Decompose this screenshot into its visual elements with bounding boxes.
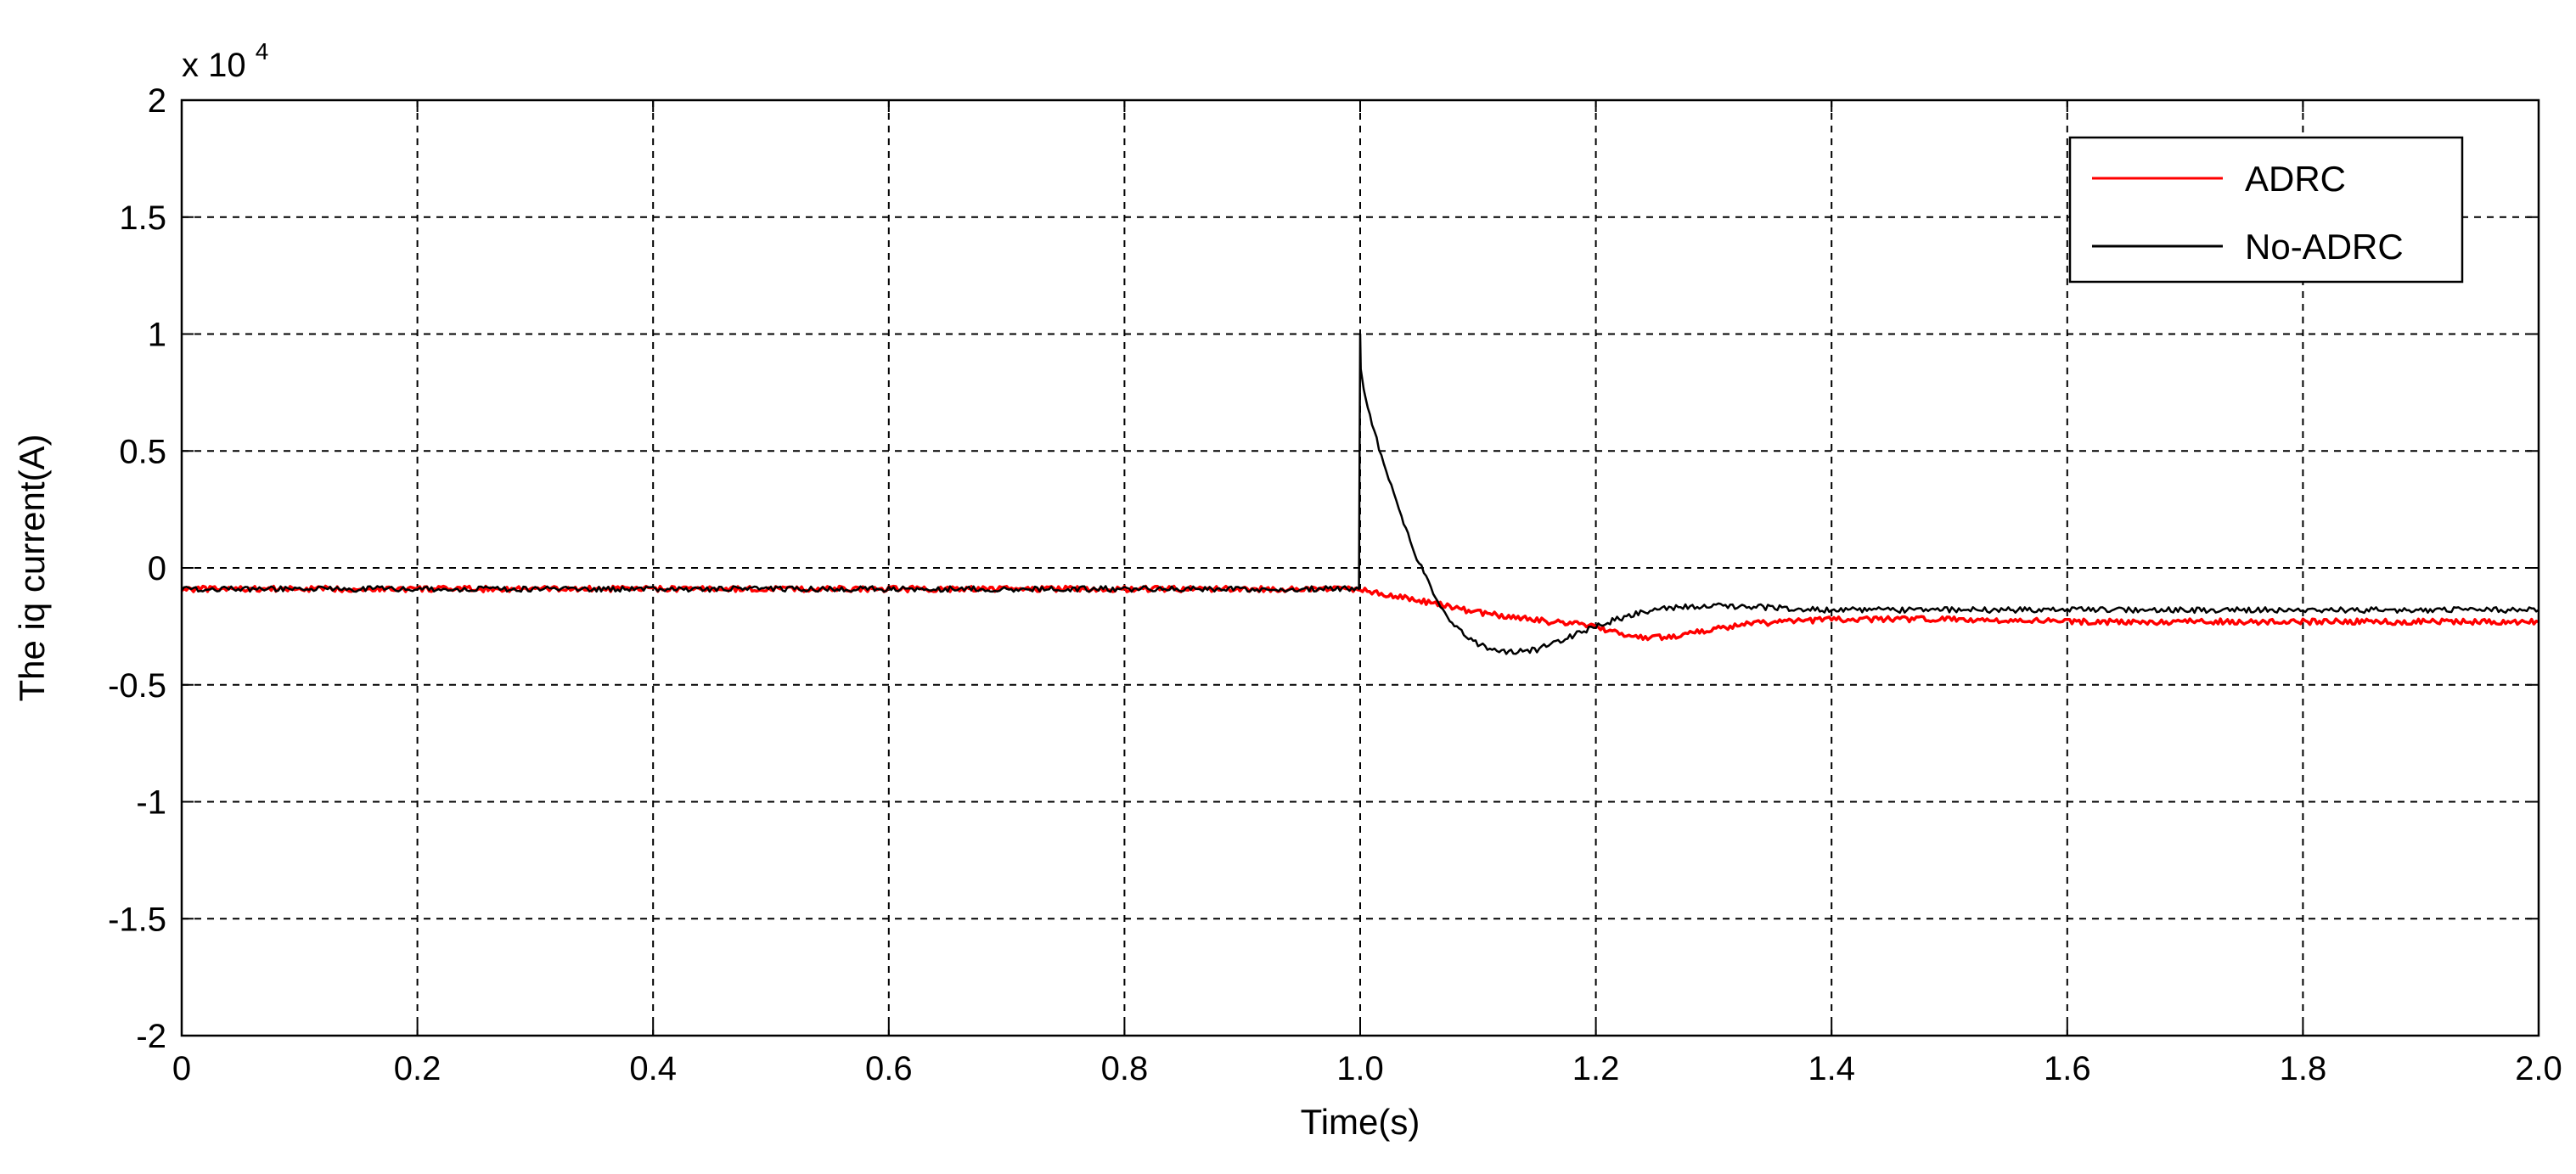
- y-tick-label: 2: [148, 82, 166, 120]
- x-tick-label: 0.4: [629, 1050, 677, 1087]
- y-tick-label: 0: [148, 550, 166, 587]
- data-series: [180, 333, 2539, 655]
- y-tick-label: 0.5: [119, 433, 166, 470]
- y-tick-label: 1: [148, 317, 166, 354]
- y-axis-multiplier: x 10 4: [182, 38, 268, 84]
- legend-box: [2068, 136, 2464, 284]
- legend-label-no-adrc: No-ADRC: [2245, 227, 2404, 267]
- axis-ticks: 0 0.2 0.4 0.6 0.8 1.0 1.2 1.4 1.6 1.8 2.0 2 1.5 1 0.5 0…: [108, 82, 2562, 1087]
- x-axis-label: Time(s): [1301, 1102, 1420, 1142]
- y-tick-label: 1.5: [119, 199, 166, 237]
- y-axis-multiplier-exponent: 4: [256, 38, 269, 65]
- x-tick-label: 1.8: [2280, 1050, 2327, 1087]
- x-tick-label: 0: [172, 1050, 191, 1087]
- x-tick-label: 1.4: [1808, 1050, 1855, 1087]
- legend-label-adrc: ADRC: [2245, 159, 2346, 199]
- y-tick-label: -2: [136, 1018, 166, 1055]
- x-tick-label: 2.0: [2515, 1050, 2562, 1087]
- x-tick-label: 0.2: [394, 1050, 442, 1087]
- x-tick-label: 0.8: [1101, 1050, 1149, 1087]
- legend: ADRC No-ADRC: [2068, 136, 2464, 284]
- y-axis-multiplier-base: x 10: [182, 47, 246, 84]
- y-tick-label: -1.5: [108, 901, 166, 938]
- x-tick-label: 1.0: [1336, 1050, 1384, 1087]
- y-tick-label: -1: [136, 784, 166, 822]
- y-tick-label: -0.5: [108, 667, 166, 705]
- x-tick-label: 1.6: [2044, 1050, 2091, 1087]
- x-tick-label: 1.2: [1572, 1050, 1620, 1087]
- y-axis-label: The iq current(A): [12, 434, 52, 701]
- series-line-no-adrc: [180, 333, 2539, 655]
- x-tick-label: 0.6: [865, 1050, 913, 1087]
